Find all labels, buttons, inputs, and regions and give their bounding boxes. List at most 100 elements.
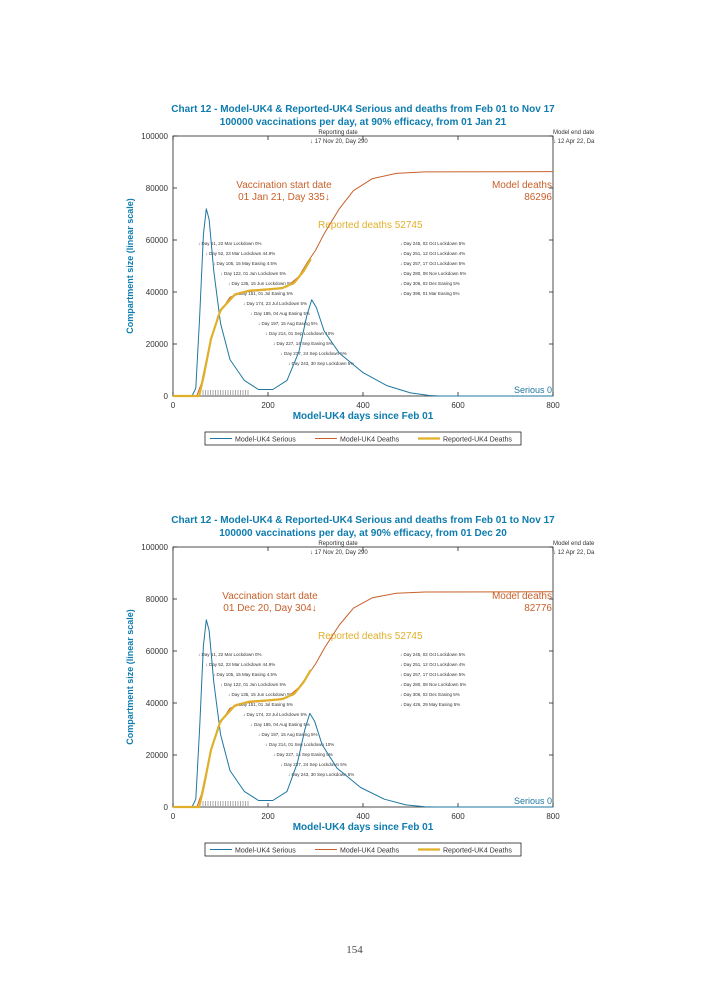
model-deaths-value: 82776 bbox=[524, 603, 552, 614]
report-date-label: Reporting date bbox=[318, 130, 358, 136]
reported-deaths-label: Reported deaths 52745 bbox=[318, 631, 423, 642]
y-tick-label: 20000 bbox=[146, 751, 169, 760]
reported-deaths-label: Reported deaths 52745 bbox=[318, 220, 423, 231]
legend-label: Reported-UK4 Deaths bbox=[443, 437, 512, 444]
chart-title: Chart 12 - Model-UK4 & Reported-UK4 Seri… bbox=[171, 104, 555, 115]
event-annotation: ↓ Day 227, 14 Sep Easing 5% bbox=[273, 752, 333, 757]
x-axis-label: Model-UK4 days since Feb 01 bbox=[293, 411, 434, 422]
x-tick-label: 600 bbox=[451, 401, 465, 410]
event-annotation: ↓ Day 227, 14 Sep Easing 5% bbox=[273, 341, 333, 346]
event-annotation: ↓ Day 257, 17 Oct Lockdown 5% bbox=[400, 672, 465, 677]
y-tick-label: 100000 bbox=[141, 132, 168, 141]
model-end-label: Model end date bbox=[553, 130, 595, 136]
y-tick-label: 60000 bbox=[146, 236, 169, 245]
event-annotation: ↓ Day 52, 23 Mar Lockdown 44.9% bbox=[206, 251, 276, 256]
event-annotation: ↓ Day 245, 02 Oct Lockdown 5% bbox=[400, 652, 465, 657]
event-annotation: ↓ Day 52, 23 Mar Lockdown 44.9% bbox=[206, 662, 276, 667]
event-annotation: ↓ Day 243, 30 Sep Lockdown 5% bbox=[288, 361, 354, 366]
series-line-model-uk4-serious bbox=[173, 619, 553, 808]
event-annotation: ↓ Day 237, 24 Sep Lockdown 5% bbox=[281, 351, 347, 356]
series-line-reported-uk4-deaths bbox=[173, 669, 312, 809]
event-annotation: ↓ Day 185, 04 Aug Easing 5% bbox=[251, 722, 311, 727]
series-line-reported-uk4-deaths bbox=[173, 258, 312, 398]
vaccination-label: Vaccination start date bbox=[236, 180, 332, 191]
x-tick-label: 600 bbox=[451, 812, 465, 821]
event-annotation: ↓ Day 306, 02 Dec Easing 5% bbox=[400, 281, 460, 286]
plot-frame bbox=[172, 546, 554, 808]
report-date-value: ↓ 17 Nov 20, Day 290 bbox=[310, 139, 368, 145]
event-annotation: ↓ Day 135, 15 Jun Lockdown 5% bbox=[228, 281, 294, 286]
event-annotation: ↓ Day 243, 30 Sep Lockdown 5% bbox=[288, 772, 354, 777]
event-annotation: ↓ Day 251, 12 Oct Lockdown 4% bbox=[400, 662, 465, 667]
y-tick-label: 100000 bbox=[141, 543, 168, 552]
event-annotation: ↓ Day 174, 23 Jul Lockdown 5% bbox=[243, 301, 307, 306]
y-tick-label: 40000 bbox=[146, 699, 169, 708]
legend-label: Model-UK4 Serious bbox=[235, 437, 296, 444]
legend-label: Model-UK4 Deaths bbox=[340, 437, 400, 444]
y-tick-label: 40000 bbox=[146, 288, 169, 297]
x-tick-label: 200 bbox=[261, 401, 275, 410]
y-tick-label: 80000 bbox=[146, 595, 169, 604]
y-tick-label: 60000 bbox=[146, 647, 169, 656]
event-annotation: ↓ Day 251, 12 Oct Lockdown 4% bbox=[400, 251, 465, 256]
report-date-label: Reporting date bbox=[318, 541, 358, 547]
series-line-model-uk4-serious bbox=[173, 208, 553, 397]
event-annotation: ↓ Day 237, 24 Sep Lockdown 5% bbox=[281, 762, 347, 767]
event-annotation: ↓ Day 151, 01 Jul Easing 5% bbox=[236, 291, 294, 296]
page-number: 154 bbox=[346, 944, 363, 956]
series-line-model-uk4-deaths bbox=[173, 591, 554, 808]
event-annotation: ↓ Day 426, 29 May Easing 5% bbox=[400, 702, 460, 707]
model-deaths-value: 86296 bbox=[524, 192, 552, 203]
x-tick-label: 400 bbox=[356, 812, 370, 821]
x-tick-label: 0 bbox=[171, 401, 176, 410]
event-annotation: ↓ Day 135, 15 Jun Lockdown 5% bbox=[228, 692, 294, 697]
x-tick-label: 800 bbox=[546, 812, 560, 821]
x-tick-label: 0 bbox=[171, 812, 176, 821]
event-annotation: ↓ Day 197, 15 Aug Easing 5% bbox=[258, 732, 318, 737]
event-annotation: ↓ Day 51, 22 Mar Lockdown 0% bbox=[198, 241, 262, 246]
x-tick-label: 200 bbox=[261, 812, 275, 821]
model-deaths-label: Model deaths bbox=[492, 591, 552, 602]
y-tick-label: 20000 bbox=[146, 340, 169, 349]
event-annotation: ↓ Day 214, 01 Sep Lockdown 10% bbox=[266, 742, 335, 747]
model-end-value: ↓ 12 Apr 22, Da bbox=[553, 550, 595, 556]
vaccination-label: Vaccination start date bbox=[222, 591, 318, 602]
serious-end-label: Serious 0 bbox=[514, 385, 552, 395]
legend bbox=[204, 842, 522, 857]
event-annotation: ↓ Day 306, 02 Dec Easing 5% bbox=[400, 692, 460, 697]
y-axis-label: Compartment size (linear scale) bbox=[125, 198, 135, 334]
vaccination-value: 01 Jan 21, Day 335↓ bbox=[238, 192, 330, 203]
event-annotation: ↓ Day 122, 01 Jun Lockdown 5% bbox=[221, 682, 287, 687]
event-annotation: ↓ Day 396, 01 Mar Easing 5% bbox=[400, 291, 460, 296]
chart-subtitle: 100000 vaccinations per day, at 90% effi… bbox=[219, 528, 507, 539]
x-tick-label: 400 bbox=[356, 401, 370, 410]
legend bbox=[204, 431, 522, 446]
plot-frame bbox=[172, 135, 554, 397]
model-deaths-label: Model deaths bbox=[492, 180, 552, 191]
event-annotation: ↓ Day 214, 01 Sep Lockdown 10% bbox=[266, 331, 335, 336]
chart-title: Chart 12 - Model-UK4 & Reported-UK4 Seri… bbox=[171, 515, 555, 526]
y-tick-label: 80000 bbox=[146, 184, 169, 193]
y-tick-label: 0 bbox=[164, 803, 169, 812]
legend-label: Model-UK4 Deaths bbox=[340, 848, 400, 855]
event-annotation: ↓ Day 51, 22 Mar Lockdown 0% bbox=[198, 652, 262, 657]
event-annotation: ↓ Day 280, 08 Nov Lockdown 5% bbox=[400, 271, 466, 276]
x-axis-label: Model-UK4 days since Feb 01 bbox=[293, 822, 434, 833]
serious-end-label: Serious 0 bbox=[514, 796, 552, 806]
event-annotation: ↓ Day 280, 08 Nov Lockdown 5% bbox=[400, 682, 466, 687]
event-annotation: ↓ Day 122, 01 Jun Lockdown 5% bbox=[221, 271, 287, 276]
event-annotation: ↓ Day 174, 23 Jul Lockdown 5% bbox=[243, 712, 307, 717]
event-annotation: ↓ Day 197, 15 Aug Easing 5% bbox=[258, 321, 318, 326]
vaccination-value: 01 Dec 20, Day 304↓ bbox=[223, 603, 316, 614]
event-annotation: ↓ Day 151, 01 Jul Easing 5% bbox=[236, 702, 294, 707]
y-axis-label: Compartment size (linear scale) bbox=[125, 609, 135, 745]
chart-subtitle: 100000 vaccinations per day, at 90% effi… bbox=[220, 117, 507, 128]
model-end-label: Model end date bbox=[553, 541, 595, 547]
event-annotation: ↓ Day 105, 15 May Easing 4.5% bbox=[213, 672, 277, 677]
event-annotation: ↓ Day 257, 17 Oct Lockdown 5% bbox=[400, 261, 465, 266]
model-end-value: ↓ 12 Apr 22, Da bbox=[553, 139, 595, 145]
legend-label: Reported-UK4 Deaths bbox=[443, 848, 512, 855]
x-tick-label: 800 bbox=[546, 401, 560, 410]
